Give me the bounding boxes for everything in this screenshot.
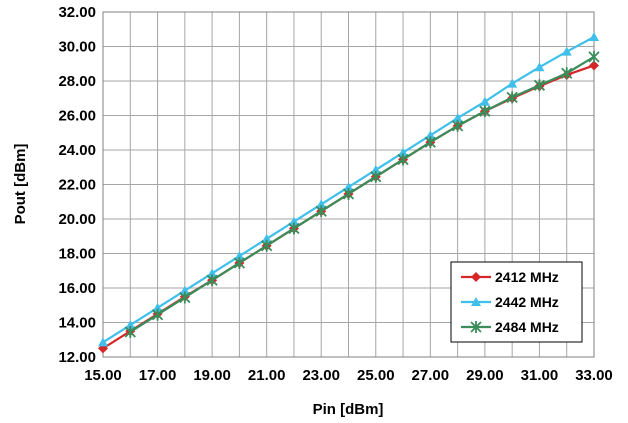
y-tick-label: 22.00: [58, 177, 96, 194]
data-point: [124, 325, 136, 338]
y-tick-labels: 12.00 14.00 16.00 18.00 20.00 22.00 24.00 26.00…: [58, 4, 96, 366]
y-tick-label: 30.00: [58, 39, 96, 56]
data-point: [343, 182, 354, 192]
data-point: [479, 96, 490, 106]
data-point: [233, 256, 246, 269]
data-point: [261, 239, 273, 252]
data-point: [151, 308, 164, 321]
data-point: [316, 199, 327, 209]
legend: 2412 MHz 2442 MHz 2484 MHz: [450, 261, 583, 343]
series-2: [98, 32, 599, 347]
data-point: [398, 147, 409, 157]
data-point: [207, 268, 218, 278]
data-point: [315, 205, 327, 218]
x-tick-label: 31.00: [521, 367, 559, 384]
y-tick-label: 18.00: [58, 246, 96, 263]
data-point: [234, 251, 245, 261]
data-point: [588, 50, 600, 63]
x-tick-label: 17.00: [139, 367, 177, 384]
data-point: [98, 337, 108, 347]
y-tick-label: 24.00: [58, 142, 96, 159]
y-tick-label: 26.00: [58, 108, 96, 125]
x-tick-label: 33.00: [575, 367, 613, 384]
y-tick-label: 32.00: [58, 4, 96, 21]
x-tick-label: 25.00: [357, 367, 395, 384]
data-point: [425, 130, 436, 140]
x-tick-label: 29.00: [466, 367, 504, 384]
y-tick-label: 20.00: [58, 211, 96, 228]
x-tick-label: 15.00: [84, 367, 122, 384]
data-point: [534, 62, 545, 72]
data-point: [397, 153, 409, 166]
series-3: [124, 50, 600, 338]
series-line: [129, 55, 595, 333]
data-point: [261, 233, 272, 243]
legend-item: 2484 MHz: [461, 319, 559, 335]
x-tick-label: 19.00: [193, 367, 231, 384]
legend-label: 2442 MHz: [495, 294, 559, 310]
y-tick-label: 28.00: [58, 73, 96, 90]
data-point: [470, 321, 482, 333]
data-point: [342, 187, 355, 200]
data-point: [589, 32, 599, 42]
series-layer: [98, 32, 600, 354]
x-axis-title: Pin [dBm]: [313, 401, 384, 418]
x-tick-label: 21.00: [248, 367, 286, 384]
data-point: [370, 170, 382, 183]
x-tick-label: 23.00: [302, 367, 340, 384]
legend-label: 2412 MHz: [495, 269, 559, 285]
data-point: [533, 79, 546, 92]
y-axis-title: Pout [dBm]: [12, 144, 29, 225]
y-tick-label: 14.00: [58, 315, 96, 332]
data-point: [471, 272, 481, 282]
legend-item: 2442 MHz: [461, 294, 559, 310]
data-point: [424, 136, 436, 149]
data-point: [451, 119, 464, 132]
data-point: [179, 291, 191, 304]
legend-label: 2484 MHz: [495, 319, 559, 335]
data-point: [561, 46, 572, 56]
data-point: [206, 274, 218, 287]
data-point: [506, 91, 518, 104]
plot-border: [102, 11, 595, 358]
data-point: [452, 113, 463, 123]
data-point: [589, 60, 599, 71]
legend-item: 2412 MHz: [461, 269, 559, 285]
data-point: [288, 222, 300, 235]
x-tick-label: 27.00: [412, 367, 450, 384]
data-point: [288, 216, 299, 226]
data-point: [507, 78, 518, 88]
data-point: [179, 285, 190, 295]
data-point: [125, 320, 136, 330]
data-point: [370, 164, 381, 174]
data-point: [471, 297, 481, 306]
y-tick-label: 16.00: [58, 280, 96, 297]
data-point: [561, 67, 573, 80]
data-point: [152, 302, 163, 312]
data-point: [479, 105, 491, 118]
y-tick-label: 12.00: [58, 349, 96, 366]
x-tick-labels: 15.00 17.00 19.00 21.00 23.00 25.00 27.00 29.00…: [84, 367, 613, 384]
